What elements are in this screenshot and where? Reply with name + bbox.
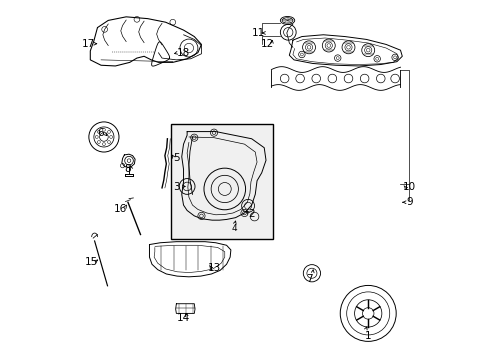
Text: 7: 7 <box>305 274 312 284</box>
Text: 15: 15 <box>84 257 98 267</box>
Text: 11: 11 <box>252 28 265 38</box>
Text: 16: 16 <box>114 204 127 214</box>
Text: 6: 6 <box>98 129 104 138</box>
Text: 5: 5 <box>173 153 179 163</box>
Text: 10: 10 <box>402 182 415 192</box>
Text: 3: 3 <box>173 182 179 192</box>
Text: 2: 2 <box>248 209 254 219</box>
Text: 4: 4 <box>231 224 237 233</box>
Text: 18: 18 <box>177 48 190 58</box>
Text: 1: 1 <box>364 331 371 341</box>
Bar <box>171 125 273 239</box>
Text: 14: 14 <box>177 313 190 323</box>
Text: 12: 12 <box>261 39 274 49</box>
Text: 17: 17 <box>81 39 95 49</box>
Text: 13: 13 <box>207 263 220 273</box>
Text: 9: 9 <box>406 197 412 207</box>
Text: 8: 8 <box>124 164 131 174</box>
